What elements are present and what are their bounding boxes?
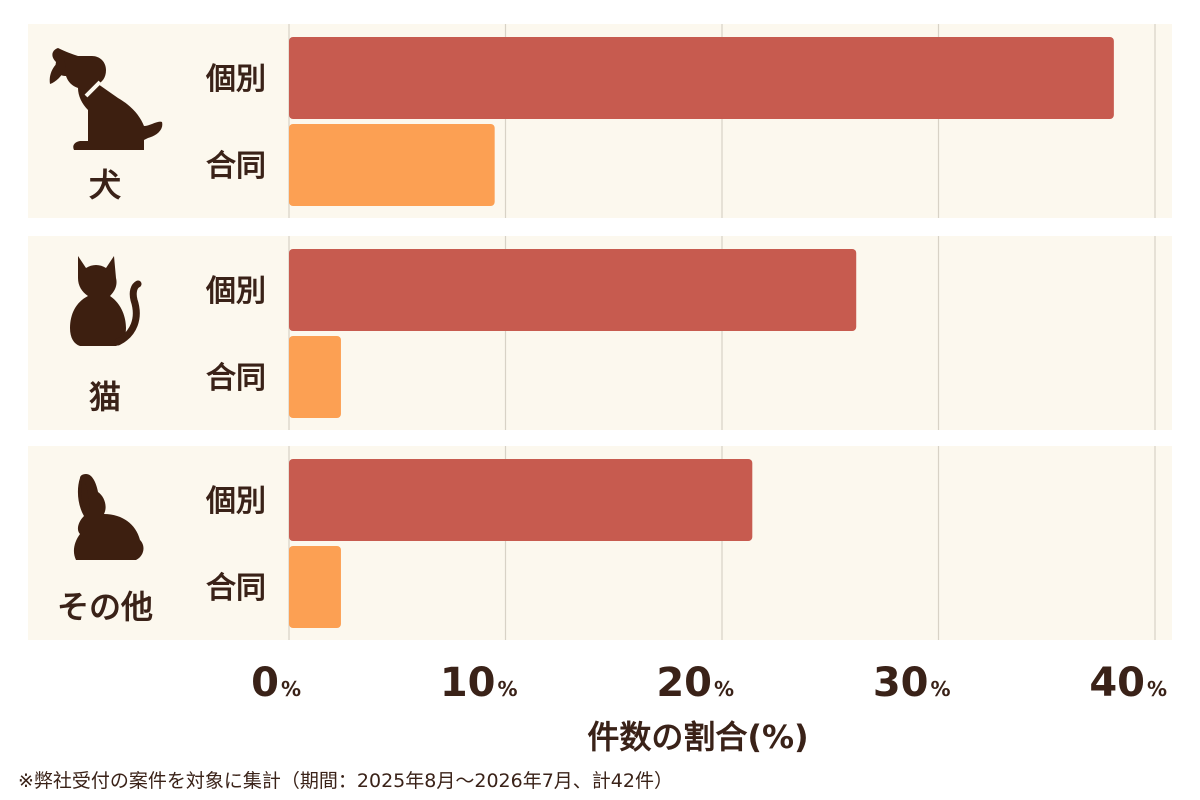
tick-label: 10 <box>440 660 496 706</box>
series-label: 合同 <box>206 361 266 396</box>
bars <box>289 37 1114 628</box>
x-axis-title: 件数の割合(%) <box>587 718 808 756</box>
x-axis-ticks: 0% 10% 20% 30% 40% <box>251 660 1167 706</box>
tick-unit: % <box>1147 677 1167 701</box>
bar-individual <box>289 37 1114 119</box>
bar-joint <box>289 124 495 206</box>
tick-unit: % <box>931 677 951 701</box>
series-label: 合同 <box>206 571 266 606</box>
tick-unit: % <box>498 677 518 701</box>
series-label: 個別 <box>205 62 266 97</box>
category-icons <box>49 48 163 560</box>
bar-joint <box>289 336 341 418</box>
series-label: 合同 <box>206 149 266 184</box>
bar-individual <box>289 459 753 541</box>
tick-label: 0 <box>251 660 279 706</box>
tick-unit: % <box>281 677 301 701</box>
bar-individual <box>289 249 857 331</box>
tick-unit: % <box>714 677 734 701</box>
series-label: 個別 <box>205 274 266 309</box>
category-label: 犬 <box>89 166 121 204</box>
series-label: 個別 <box>205 484 266 519</box>
tick-label: 30 <box>873 660 929 706</box>
cat-icon <box>70 256 142 346</box>
category-label: 猫 <box>89 378 121 416</box>
dog-icon <box>49 48 163 150</box>
bar-joint <box>289 546 341 628</box>
tick-label: 40 <box>1089 660 1145 706</box>
category-label: その他 <box>57 588 153 626</box>
footnote: ※弊社受付の案件を対象に集計（期間：2025年8月〜2026年7月、計42件） <box>18 770 673 792</box>
rabbit-icon <box>73 474 144 560</box>
tick-label: 20 <box>656 660 712 706</box>
